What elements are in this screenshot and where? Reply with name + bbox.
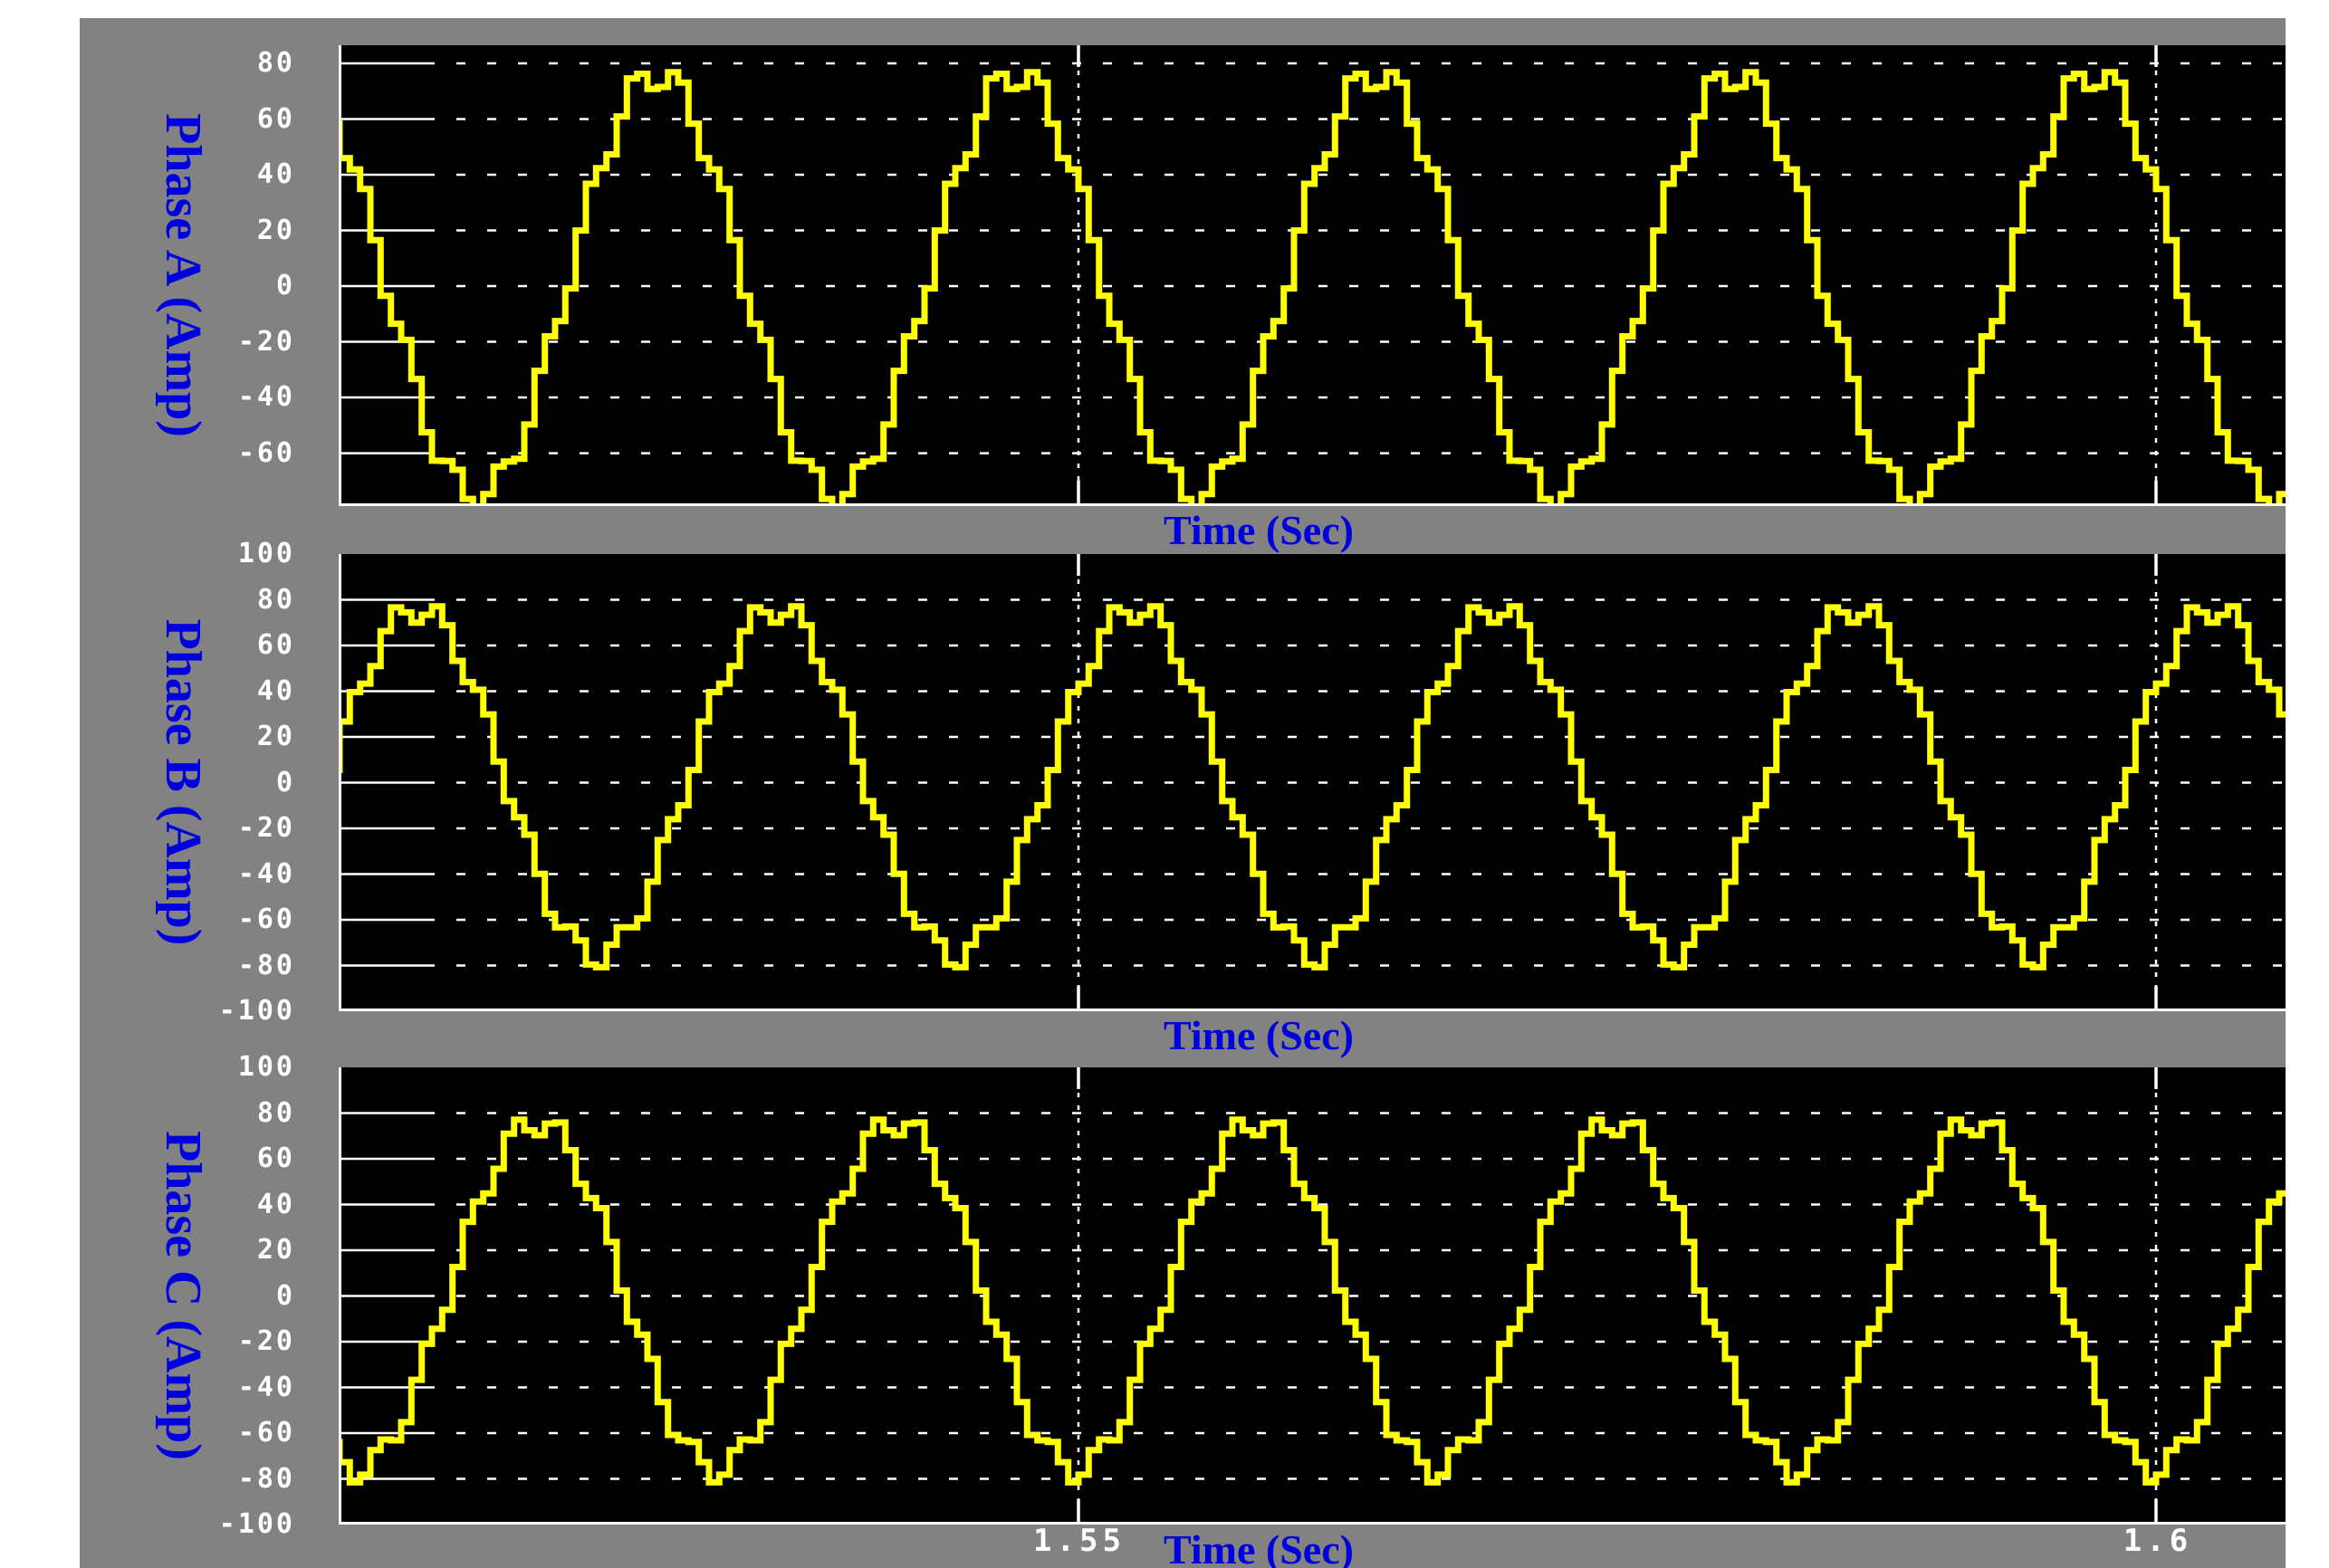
y-tick-label: 80 bbox=[256, 46, 295, 79]
y-tick-label: 40 bbox=[256, 674, 295, 707]
time-axis-label-top: Time (Sec) bbox=[1164, 507, 1354, 553]
time-axis-label-bottom: Time (Sec) bbox=[1164, 1526, 1354, 1568]
y-tick-label: -40 bbox=[237, 1371, 295, 1403]
y-tick-label: 60 bbox=[256, 1143, 295, 1174]
y-tick-label: -100 bbox=[218, 1508, 295, 1540]
phase-c-waveform bbox=[339, 1067, 2286, 1525]
phase-c-plot bbox=[339, 1067, 2286, 1525]
y-axis-tick-labels: 80 60 40 20 0 -20 -40 -60 100 80 60 40 20 0 -20 -40 -60 -… bbox=[80, 18, 301, 1568]
y-tick-label: 100 bbox=[237, 1051, 295, 1083]
x-tick-label-1-6: 1.6 bbox=[2123, 1523, 2193, 1559]
scope-panel: 80 60 40 20 0 -20 -40 -60 100 80 60 40 20 0 -20 -40 -60 -… bbox=[80, 18, 2286, 1568]
y-tick-label: -40 bbox=[237, 381, 295, 414]
y-tick-label: 60 bbox=[256, 629, 295, 661]
y-tick-label: 80 bbox=[256, 1096, 295, 1129]
y-tick-label: -60 bbox=[237, 436, 295, 469]
y-tick-label: -60 bbox=[237, 904, 295, 935]
y-tick-label: -20 bbox=[237, 325, 295, 358]
phase-b-waveform bbox=[339, 554, 2286, 1011]
phase-a-waveform bbox=[339, 45, 2286, 506]
y-tick-label: -20 bbox=[237, 812, 295, 844]
time-axis-label-middle: Time (Sec) bbox=[1164, 1012, 1354, 1058]
y-tick-label: 20 bbox=[256, 721, 295, 752]
y-tick-label: 40 bbox=[256, 158, 295, 190]
y-tick-label: 0 bbox=[275, 766, 295, 798]
y-tick-label: -20 bbox=[237, 1325, 295, 1357]
y-tick-label: 60 bbox=[256, 102, 295, 135]
y-tick-label: -100 bbox=[218, 995, 295, 1027]
phase-b-plot bbox=[339, 554, 2286, 1011]
y-tick-label: -80 bbox=[237, 949, 295, 981]
x-tick-label-1-55: 1.55 bbox=[1033, 1523, 1126, 1559]
phase-c-axis-label: Phase C (Amp) bbox=[155, 1131, 211, 1460]
y-tick-label: 20 bbox=[256, 214, 295, 246]
waveform-trace bbox=[339, 603, 2286, 970]
y-tick-label: 40 bbox=[256, 1188, 295, 1220]
phase-a-plot bbox=[339, 45, 2286, 506]
waveform-trace bbox=[339, 1116, 2286, 1486]
y-tick-label: -80 bbox=[237, 1462, 295, 1495]
y-tick-label: 80 bbox=[256, 583, 295, 616]
y-tick-label: 100 bbox=[237, 538, 295, 569]
y-tick-label: 0 bbox=[275, 1279, 295, 1312]
y-tick-label: 0 bbox=[275, 270, 295, 302]
waveform-trace bbox=[339, 69, 2286, 506]
y-tick-label: -40 bbox=[237, 857, 295, 890]
y-tick-label: 20 bbox=[256, 1234, 295, 1266]
y-tick-label: -60 bbox=[237, 1417, 295, 1448]
